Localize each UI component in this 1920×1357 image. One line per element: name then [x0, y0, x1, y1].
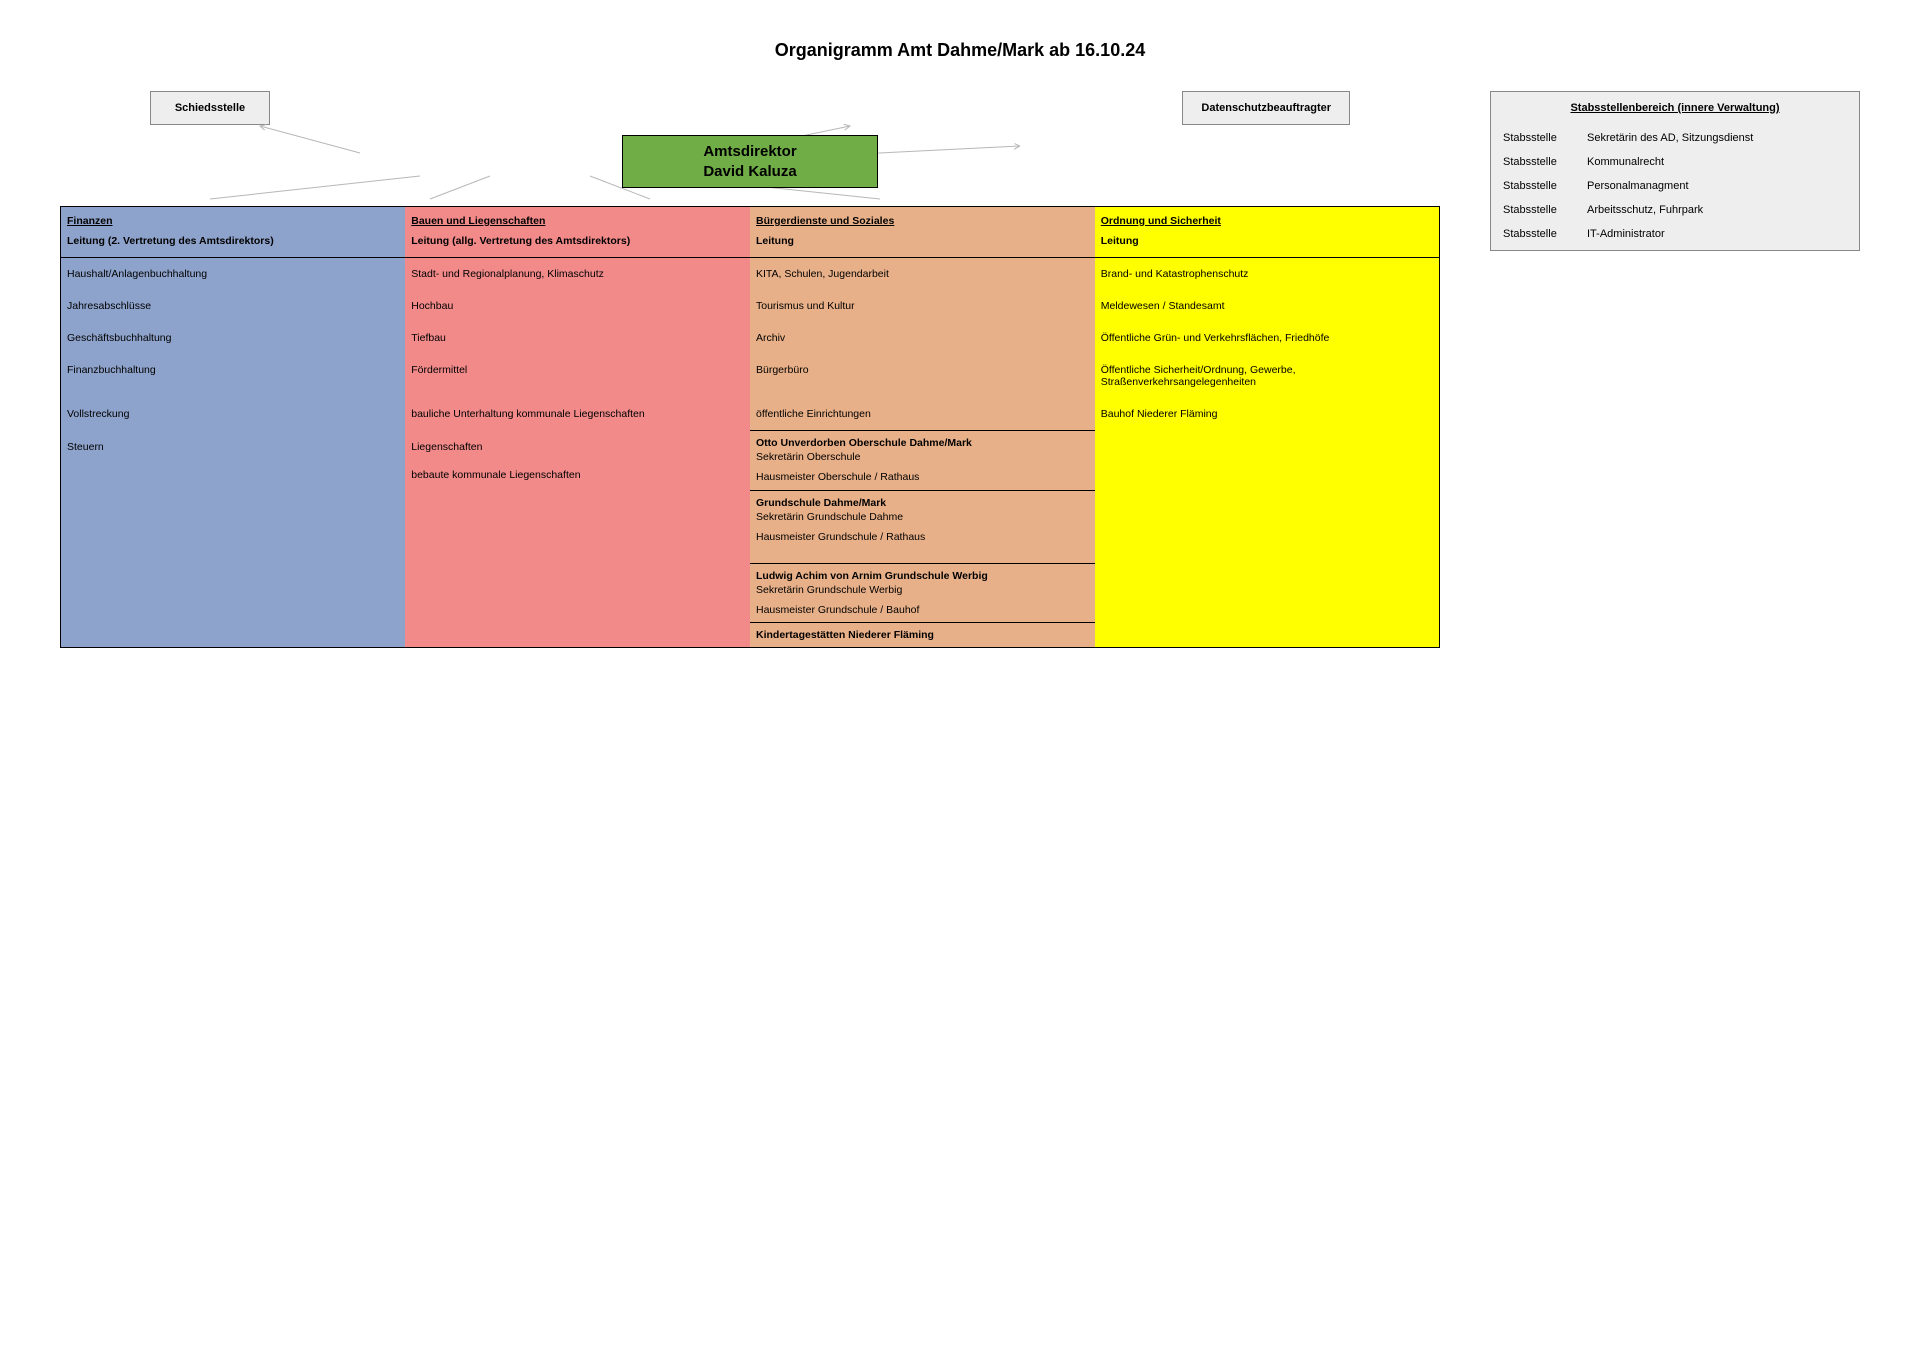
ord-item: Bauhof Niederer Fläming [1095, 398, 1440, 431]
school-title: Grundschule Dahme/Mark [756, 497, 1089, 509]
page-title: Organigramm Amt Dahme/Mark ab 16.10.24 [60, 40, 1860, 61]
school-title: Otto Unverdorben Oberschule Dahme/Mark [756, 437, 1089, 449]
bau-item: Tiefbau [405, 322, 750, 354]
school-line: Hausmeister Grundschule / Rathaus [756, 531, 1089, 543]
bau-item: Liegenschaften [405, 431, 750, 463]
fin-item: Geschäftsbuchhaltung [61, 322, 406, 354]
school-title: Ludwig Achim von Arnim Grundschule Werbi… [756, 570, 1089, 582]
stabs-value: IT-Administrator [1587, 228, 1665, 240]
stabs-label: Stabsstelle [1503, 180, 1575, 192]
fin-item: Finanzbuchhaltung [61, 354, 406, 398]
bau-empty [405, 491, 750, 648]
col-finanzen-header: Finanzen [61, 207, 406, 232]
bue-item: öffentliche Einrichtungen [750, 398, 1095, 431]
stabs-row: Stabsstelle Sekretärin des AD, Sitzungsd… [1503, 126, 1847, 150]
stabs-row: Stabsstelle Arbeitsschutz, Fuhrpark [1503, 198, 1847, 222]
fin-item: Haushalt/Anlagenbuchhaltung [61, 258, 406, 291]
col-ordnung-header: Ordnung und Sicherheit [1095, 207, 1440, 232]
school-line: Hausmeister Oberschule / Rathaus [756, 471, 1089, 483]
director-box: Amtsdirektor David Kaluza [622, 135, 877, 188]
stabs-value: Arbeitsschutz, Fuhrpark [1587, 204, 1703, 216]
layout-wrap: Schiedsstelle Datenschutzbeauftragter Am… [60, 91, 1860, 648]
director-title: Amtsdirektor [703, 142, 796, 162]
stabs-title: Stabsstellenbereich (innere Verwaltung) [1503, 102, 1847, 114]
bue-item: KITA, Schulen, Jugendarbeit [750, 258, 1095, 291]
ord-item: Öffentliche Grün- und Verkehrsflächen, F… [1095, 322, 1440, 354]
stabs-label: Stabsstelle [1503, 228, 1575, 240]
stabs-label: Stabsstelle [1503, 156, 1575, 168]
school-line: Hausmeister Grundschule / Bauhof [756, 604, 1089, 616]
bue-item: Bürgerbüro [750, 354, 1095, 398]
school-block: Otto Unverdorben Oberschule Dahme/Mark S… [750, 431, 1095, 491]
fin-item: Steuern [61, 431, 406, 463]
org-chart: Schiedsstelle Datenschutzbeauftragter Am… [60, 91, 1440, 648]
stabs-row: Stabsstelle Kommunalrecht [1503, 150, 1847, 174]
col-buerger-header: Bürgerdienste und Soziales [750, 207, 1095, 232]
school-line: Sekretärin Oberschule [756, 451, 1089, 463]
school-title: Kindertagestätten Niederer Fläming [756, 629, 1089, 641]
fin-item: Jahresabschlüsse [61, 290, 406, 322]
bau-item: bebaute kommunale Liegenschaften [405, 463, 750, 491]
departments-table: Finanzen Bauen und Liegenschaften Bürger… [60, 206, 1440, 648]
schiedsstelle-box: Schiedsstelle [150, 91, 270, 125]
stabs-value: Sekretärin des AD, Sitzungsdienst [1587, 132, 1753, 144]
ord-empty [1095, 431, 1440, 648]
stabsstellen-panel: Stabsstellenbereich (innere Verwaltung) … [1490, 91, 1860, 251]
bau-item: bauliche Unterhaltung kommunale Liegensc… [405, 398, 750, 431]
school-line: Sekretärin Grundschule Dahme [756, 511, 1089, 523]
school-line: Sekretärin Grundschule Werbig [756, 584, 1089, 596]
datenschutz-box: Datenschutzbeauftragter [1182, 91, 1350, 125]
school-block: Ludwig Achim von Arnim Grundschule Werbi… [750, 564, 1095, 623]
ord-item: Brand- und Katastrophenschutz [1095, 258, 1440, 291]
stabs-row: Stabsstelle Personalmanagment [1503, 174, 1847, 198]
school-block: Grundschule Dahme/Mark Sekretärin Grunds… [750, 491, 1095, 564]
bue-item: Archiv [750, 322, 1095, 354]
bau-item: Fördermittel [405, 354, 750, 398]
director-row: Amtsdirektor David Kaluza [60, 141, 1440, 188]
school-block: Kindertagestätten Niederer Fläming [750, 623, 1095, 648]
stabs-value: Kommunalrecht [1587, 156, 1664, 168]
col-finanzen-sub: Leitung (2. Vertretung des Amtsdirektors… [61, 231, 406, 258]
ord-item: Öffentliche Sicherheit/Ordnung, Gewerbe,… [1095, 354, 1440, 398]
stabs-label: Stabsstelle [1503, 204, 1575, 216]
stabs-value: Personalmanagment [1587, 180, 1689, 192]
col-bauen-header: Bauen und Liegenschaften [405, 207, 750, 232]
top-row: Schiedsstelle Datenschutzbeauftragter [60, 91, 1440, 141]
bau-item: Stadt- und Regionalplanung, Klimaschutz [405, 258, 750, 291]
col-buerger-sub: Leitung [750, 231, 1095, 258]
director-name: David Kaluza [703, 162, 796, 182]
fin-empty [61, 463, 406, 648]
bau-item: Hochbau [405, 290, 750, 322]
bue-item: Tourismus und Kultur [750, 290, 1095, 322]
stabs-label: Stabsstelle [1503, 132, 1575, 144]
stabs-row: Stabsstelle IT-Administrator [1503, 222, 1847, 246]
fin-item: Vollstreckung [61, 398, 406, 431]
col-bauen-sub: Leitung (allg. Vertretung des Amtsdirekt… [405, 231, 750, 258]
ord-item: Meldewesen / Standesamt [1095, 290, 1440, 322]
col-ordnung-sub: Leitung [1095, 231, 1440, 258]
